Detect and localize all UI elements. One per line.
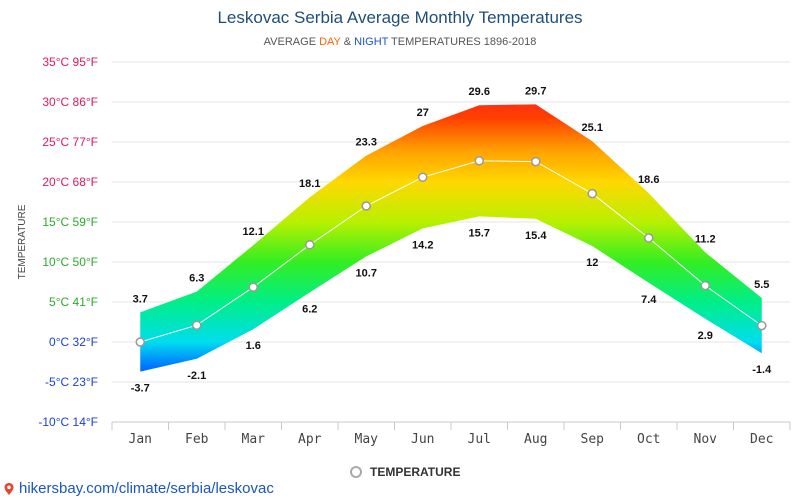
night-value-label: 1.6 [246,340,261,352]
day-value-label: 29.6 [469,86,490,98]
subtitle-suffix: TEMPERATURES 1896-2018 [388,36,537,48]
night-value-label: 15.7 [469,227,490,239]
x-tick-label: Oct [637,432,660,447]
y-tick-label: 20°C 68°F [42,175,98,189]
x-tick-label: Mar [242,432,266,447]
day-value-label: 18.6 [638,174,659,186]
x-tick-label: Nov [694,432,718,447]
average-point[interactable] [531,156,541,167]
legend-marker-icon [350,466,362,478]
y-axis-title: TEMPERATURE [17,204,28,279]
y-tick-label: 10°C 50°F [42,255,98,269]
night-value-label: -1.4 [752,364,772,376]
night-value-label: 2.9 [698,330,713,342]
average-point[interactable] [248,282,258,292]
subtitle-night: NIGHT [354,36,389,48]
x-axis-ticks: Jan Feb Mar Apr May Jun Jul Aug Sep Oct Nov Dec [111,422,791,447]
subtitle-prefix: AVERAGE [263,36,320,48]
day-value-label: 12.1 [243,226,264,238]
chart-legend[interactable]: TEMPERATURE [350,464,460,480]
source-link-text[interactable]: hikersbay.com/climate/serbia/leskovac [19,480,274,497]
x-tick-label: Jul [468,432,491,447]
average-point[interactable] [474,156,484,166]
y-tick-label: 0°C 32°F [49,335,98,349]
average-point[interactable] [135,337,145,347]
average-points [135,156,767,347]
day-value-label: 27 [417,107,429,119]
data-labels: 3.7 6.3 12.1 18.1 23.3 27 29.6 29.7 25.1 18.6 11.2… [131,85,772,394]
average-point[interactable] [361,201,371,211]
day-value-label: 23.3 [356,137,377,149]
night-value-label: 10.7 [356,267,377,279]
average-point[interactable] [418,172,428,182]
night-value-label: -2.1 [187,370,206,382]
average-line-layer [140,160,763,343]
x-tick-label: Aug [524,432,547,447]
day-value-label: 25.1 [582,122,603,134]
day-value-label: 6.3 [189,273,204,285]
chart-subtitle: AVERAGE DAY & NIGHT TEMPERATURES 1896-20… [0,36,800,48]
y-axis-ticks: 35°C 95°F 30°C 86°F 25°C 77°F 20°C 68°F 15°C… [38,55,98,429]
temperature-band [140,104,762,372]
subtitle-amp: & [340,36,355,48]
day-value-label: 18.1 [299,178,320,190]
day-value-label: 3.7 [133,293,148,305]
y-tick-label: -10°C 14°F [38,415,98,429]
chart-plot: 35°C 95°F 30°C 86°F 25°C 77°F 20°C 68°F 15°C… [17,55,791,447]
legend-label: TEMPERATURE [370,465,461,479]
day-night-band [140,104,762,372]
average-point[interactable] [192,320,202,330]
y-tick-label: -5°C 23°F [45,375,98,389]
average-point[interactable] [644,233,654,243]
x-tick-label: Jan [129,432,152,447]
average-temperature-line [140,160,763,343]
y-tick-label: 35°C 95°F [42,55,98,69]
average-point[interactable] [305,240,315,250]
subtitle-day: DAY [319,36,341,48]
y-tick-label: 30°C 86°F [42,95,98,109]
y-tick-label: 5°C 41°F [49,295,98,309]
x-tick-label: Feb [185,432,209,447]
night-value-label: 14.2 [412,239,433,251]
night-value-label: -3.7 [131,383,150,395]
day-value-label: 5.5 [754,279,769,291]
night-value-label: 6.2 [302,303,317,315]
day-value-label: 11.2 [695,233,716,245]
x-tick-label: Sep [581,432,605,447]
day-value-label: 29.7 [525,85,546,97]
y-tick-label: 15°C 59°F [42,215,98,229]
y-tick-label: 25°C 77°F [42,135,98,149]
night-value-label: 7.4 [641,294,657,306]
chart-title: Leskovac Serbia Average Monthly Temperat… [217,8,583,27]
night-value-label: 15.4 [525,230,547,242]
x-tick-label: Dec [750,432,773,447]
average-point[interactable] [757,320,767,331]
average-point[interactable] [587,188,597,199]
x-tick-label: Apr [298,432,322,447]
source-link[interactable]: hikersbay.com/climate/serbia/leskovac [2,480,274,497]
average-point[interactable] [700,280,710,291]
map-pin-icon [4,482,14,495]
x-tick-label: Jun [411,432,434,447]
night-value-label: 12 [586,257,598,269]
x-tick-label: May [355,432,379,447]
